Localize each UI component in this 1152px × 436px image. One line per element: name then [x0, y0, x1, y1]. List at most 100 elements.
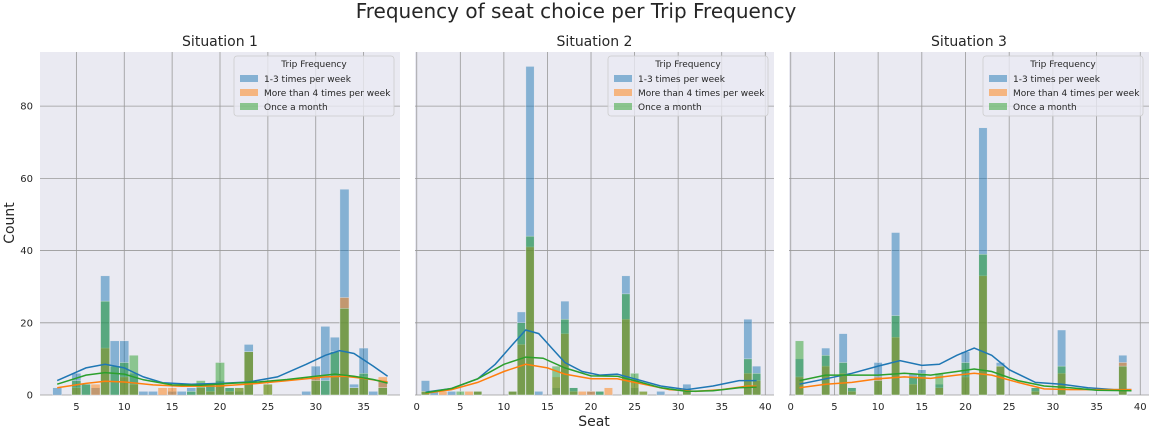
- histogram-bar: [996, 365, 1005, 396]
- histogram-bar: [263, 383, 273, 396]
- histogram-bar: [743, 358, 753, 396]
- x-tick-label: 30: [309, 402, 322, 413]
- histogram-bar: [157, 387, 168, 396]
- x-tick-label: 20: [959, 402, 972, 413]
- histogram-bar: [560, 318, 570, 396]
- histogram-bar: [320, 380, 331, 396]
- histogram-bar: [138, 391, 149, 396]
- x-tick-label: 5: [73, 402, 79, 413]
- x-tick-label: 25: [1003, 402, 1016, 413]
- histogram-bar: [621, 293, 631, 396]
- legend-box: [982, 55, 1144, 117]
- kde-line: [799, 347, 1132, 391]
- figure-title: Frequency of seat choice per Trip Freque…: [356, 0, 797, 23]
- x-tick-label: 30: [1047, 402, 1060, 413]
- legend-label: Once a month: [638, 103, 702, 113]
- histogram-bar: [368, 391, 378, 396]
- histogram-bar: [234, 387, 244, 396]
- x-tick-label: 40: [1134, 402, 1147, 413]
- panel-2: Situation 2 0 5 10 15 20 25 30 35 40 Trip Frequenc…: [414, 34, 774, 413]
- y-tick-label: 20: [20, 318, 33, 329]
- x-tick-label: 20: [585, 402, 598, 413]
- histogram-bar: [473, 391, 483, 396]
- histogram-bar: [569, 387, 578, 396]
- histogram-bar: [196, 380, 206, 396]
- x-tick-label: 10: [498, 402, 511, 413]
- x-tick-label: 30: [672, 402, 685, 413]
- histogram-bar: [508, 391, 517, 396]
- histogram-bar: [586, 391, 596, 396]
- histogram-bar: [119, 362, 130, 396]
- x-tick-label: 25: [262, 402, 275, 413]
- histogram-bar: [638, 391, 648, 396]
- legend-swatch: [614, 103, 632, 110]
- histogram-bar: [358, 373, 369, 396]
- y-tick-label: 40: [20, 246, 33, 257]
- x-tick-label: 35: [1090, 402, 1103, 413]
- kde-line: [799, 368, 1132, 392]
- histogram-bar: [534, 391, 544, 396]
- histogram-bar: [891, 315, 900, 396]
- legend-swatch: [989, 103, 1007, 110]
- histogram-bar: [330, 351, 340, 396]
- legend: Trip Frequency 1-3 times per week More tha…: [233, 55, 395, 117]
- legend-label: More than 4 times per week: [638, 89, 765, 99]
- legend-label: More than 4 times per week: [264, 89, 391, 99]
- x-tick-label: 35: [357, 402, 370, 413]
- legend-label: 1-3 times per week: [264, 75, 352, 85]
- kde-line: [57, 375, 388, 389]
- histogram-bar: [630, 373, 639, 396]
- panel-1: Situation 1 5 10 15 20 25 30 35 0 20 40 60 80 Trip Fr…: [20, 34, 400, 413]
- histogram-bar: [167, 387, 177, 396]
- histogram-bar: [604, 387, 613, 396]
- histogram-bar: [873, 380, 883, 396]
- histogram-bar: [1118, 365, 1128, 396]
- histogram-bar: [961, 362, 970, 396]
- legend-swatch: [614, 75, 632, 82]
- x-tick-label: 0: [414, 402, 420, 413]
- histogram-bar: [176, 391, 187, 396]
- histogram-bar: [752, 373, 761, 396]
- y-tick-label: 80: [20, 102, 33, 113]
- histogram-bar: [917, 373, 927, 396]
- histogram-bar: [656, 391, 666, 396]
- legend-title: Trip Frequency: [280, 60, 347, 70]
- histogram-bar: [81, 383, 91, 396]
- x-tick-label: 5: [457, 402, 463, 413]
- legend-swatch: [240, 89, 258, 96]
- panel-title: Situation 3: [931, 34, 1007, 50]
- histogram-bar: [224, 387, 235, 396]
- histogram-bar: [795, 340, 804, 396]
- histogram-bar: [148, 391, 158, 396]
- histogram-bar: [243, 351, 254, 396]
- histogram-bar: [1057, 365, 1066, 396]
- legend-label: 1-3 times per week: [638, 75, 726, 85]
- legend-box: [607, 55, 769, 117]
- legend-box: [233, 55, 395, 117]
- y-axis-label: Count: [2, 202, 18, 244]
- histogram-bar: [908, 376, 918, 396]
- subplots: Situation 1 5 10 15 20 25 30 35 0 20 40 60 80 Trip Fr…: [20, 34, 1149, 413]
- kde-line: [56, 371, 388, 387]
- legend-swatch: [614, 89, 632, 96]
- y-tick-label: 60: [20, 174, 33, 185]
- kde-line: [425, 356, 757, 394]
- histogram-bar: [551, 365, 561, 396]
- x-tick-label: 40: [759, 402, 772, 413]
- x-tick-label: 20: [214, 402, 227, 413]
- x-tick-label: 5: [831, 402, 837, 413]
- legend: Trip Frequency 1-3 times per week More tha…: [607, 55, 769, 117]
- kde-line: [799, 372, 1132, 391]
- legend-swatch: [240, 103, 258, 110]
- legend-label: 1-3 times per week: [1013, 75, 1101, 85]
- histogram-bar: [100, 300, 110, 396]
- histogram-bar: [310, 380, 321, 396]
- legend-title: Trip Frequency: [1029, 60, 1096, 70]
- x-tick-label: 10: [118, 402, 131, 413]
- legend-label: More than 4 times per week: [1013, 89, 1140, 99]
- legend-swatch: [989, 75, 1007, 82]
- histogram-bar: [301, 391, 311, 396]
- histogram-bar: [464, 391, 474, 396]
- legend-swatch: [989, 89, 1007, 96]
